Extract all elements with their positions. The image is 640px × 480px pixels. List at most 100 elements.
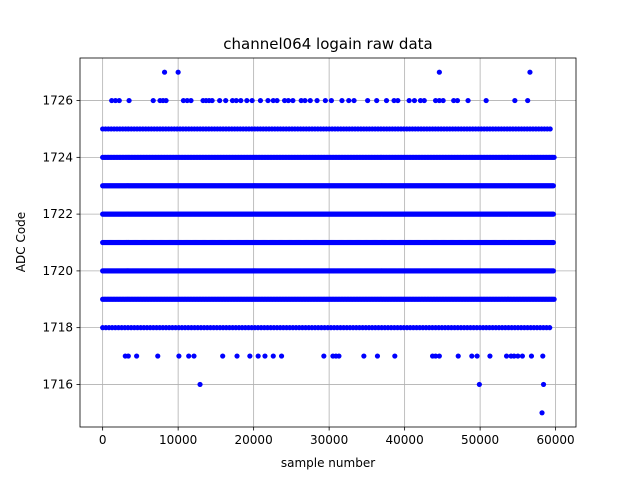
data-point	[109, 97, 115, 104]
data-point	[270, 97, 276, 104]
data-point	[487, 353, 493, 359]
data-point	[406, 97, 412, 104]
data-point	[125, 353, 131, 359]
data-point	[339, 97, 345, 104]
data-point	[176, 353, 182, 359]
data-point	[262, 353, 268, 359]
data-point	[217, 97, 223, 104]
y-tick-label: 1722	[42, 207, 73, 221]
x-tick-label: 60000	[537, 433, 575, 447]
data-point	[150, 97, 156, 104]
data-point	[519, 353, 525, 359]
data-point	[436, 353, 442, 359]
data-point	[336, 353, 342, 359]
data-point	[328, 97, 334, 104]
data-point	[298, 97, 304, 104]
data-point	[191, 353, 197, 359]
data-point	[540, 353, 546, 359]
data-point	[229, 97, 236, 104]
data-point	[476, 381, 482, 388]
data-point	[322, 97, 328, 104]
data-point	[234, 353, 240, 359]
data-point	[550, 239, 556, 246]
data-point	[451, 97, 457, 104]
y-tick-label: 1720	[42, 264, 73, 278]
data-point	[527, 69, 533, 75]
x-tick-label: 20000	[235, 433, 273, 447]
data-point	[155, 353, 161, 359]
data-point	[515, 353, 521, 359]
x-tick-label: 0	[99, 433, 107, 447]
data-point	[175, 69, 181, 75]
data-point	[417, 97, 424, 104]
data-point	[511, 353, 517, 359]
data-point	[395, 97, 401, 104]
data-point	[302, 97, 308, 104]
data-point	[112, 97, 119, 104]
data-point	[233, 97, 239, 104]
plot-frame	[79, 57, 577, 428]
data-point	[126, 97, 132, 104]
data-point	[454, 97, 461, 104]
data-point	[186, 353, 192, 359]
data-point	[540, 381, 547, 388]
data-point	[223, 97, 229, 104]
data-point	[184, 97, 190, 104]
data-point	[374, 97, 380, 104]
data-point	[116, 97, 122, 104]
data-point	[220, 353, 226, 359]
data-point	[314, 97, 320, 104]
data-point	[238, 97, 244, 104]
x-tick-label: 10000	[159, 433, 197, 447]
data-point	[161, 69, 168, 75]
data-point	[550, 183, 556, 189]
data-point	[440, 97, 446, 104]
data-point	[361, 353, 367, 359]
y-tick-label: 1718	[42, 321, 73, 335]
chart-title: channel064 logain raw data	[223, 35, 432, 53]
data-point	[551, 154, 557, 160]
data-point	[465, 97, 471, 104]
data-point	[374, 353, 381, 359]
data-point	[180, 97, 187, 104]
data-point	[255, 353, 261, 359]
data-point	[550, 268, 556, 274]
data-point	[474, 353, 480, 359]
data-point	[134, 353, 140, 359]
x-tick-label: 50000	[461, 433, 499, 447]
data-point	[547, 126, 553, 132]
data-point	[346, 97, 352, 104]
data-point	[392, 353, 398, 359]
y-axis-label: ADC Code	[14, 212, 28, 272]
y-tick-label: 1724	[42, 150, 73, 164]
data-point	[257, 97, 264, 104]
data-point	[469, 353, 475, 359]
data-point	[290, 97, 296, 104]
data-points	[100, 69, 557, 416]
data-point	[281, 97, 288, 104]
data-point	[411, 97, 418, 104]
axis-ticks: 0 10000 20000 30000 40000 50000 60000 1716 1718 1…	[42, 94, 574, 447]
data-point	[383, 97, 390, 104]
data-point	[270, 353, 276, 359]
data-point	[307, 97, 313, 104]
data-point	[550, 211, 556, 217]
data-point	[265, 97, 271, 104]
data-point	[209, 97, 215, 104]
data-point	[244, 97, 250, 104]
data-point	[551, 296, 557, 302]
data-point	[503, 353, 510, 359]
y-tick-label: 1726	[42, 94, 73, 108]
data-point	[547, 325, 553, 331]
data-point	[512, 97, 518, 104]
data-point	[163, 97, 169, 104]
data-point	[188, 97, 194, 104]
x-axis-label: sample number	[281, 456, 375, 470]
data-point	[432, 97, 439, 104]
data-point	[321, 353, 327, 359]
data-point	[436, 97, 442, 104]
x-tick-label: 40000	[386, 433, 424, 447]
y-tick-label: 1716	[42, 377, 73, 391]
data-point	[455, 353, 461, 359]
data-point	[436, 69, 442, 75]
